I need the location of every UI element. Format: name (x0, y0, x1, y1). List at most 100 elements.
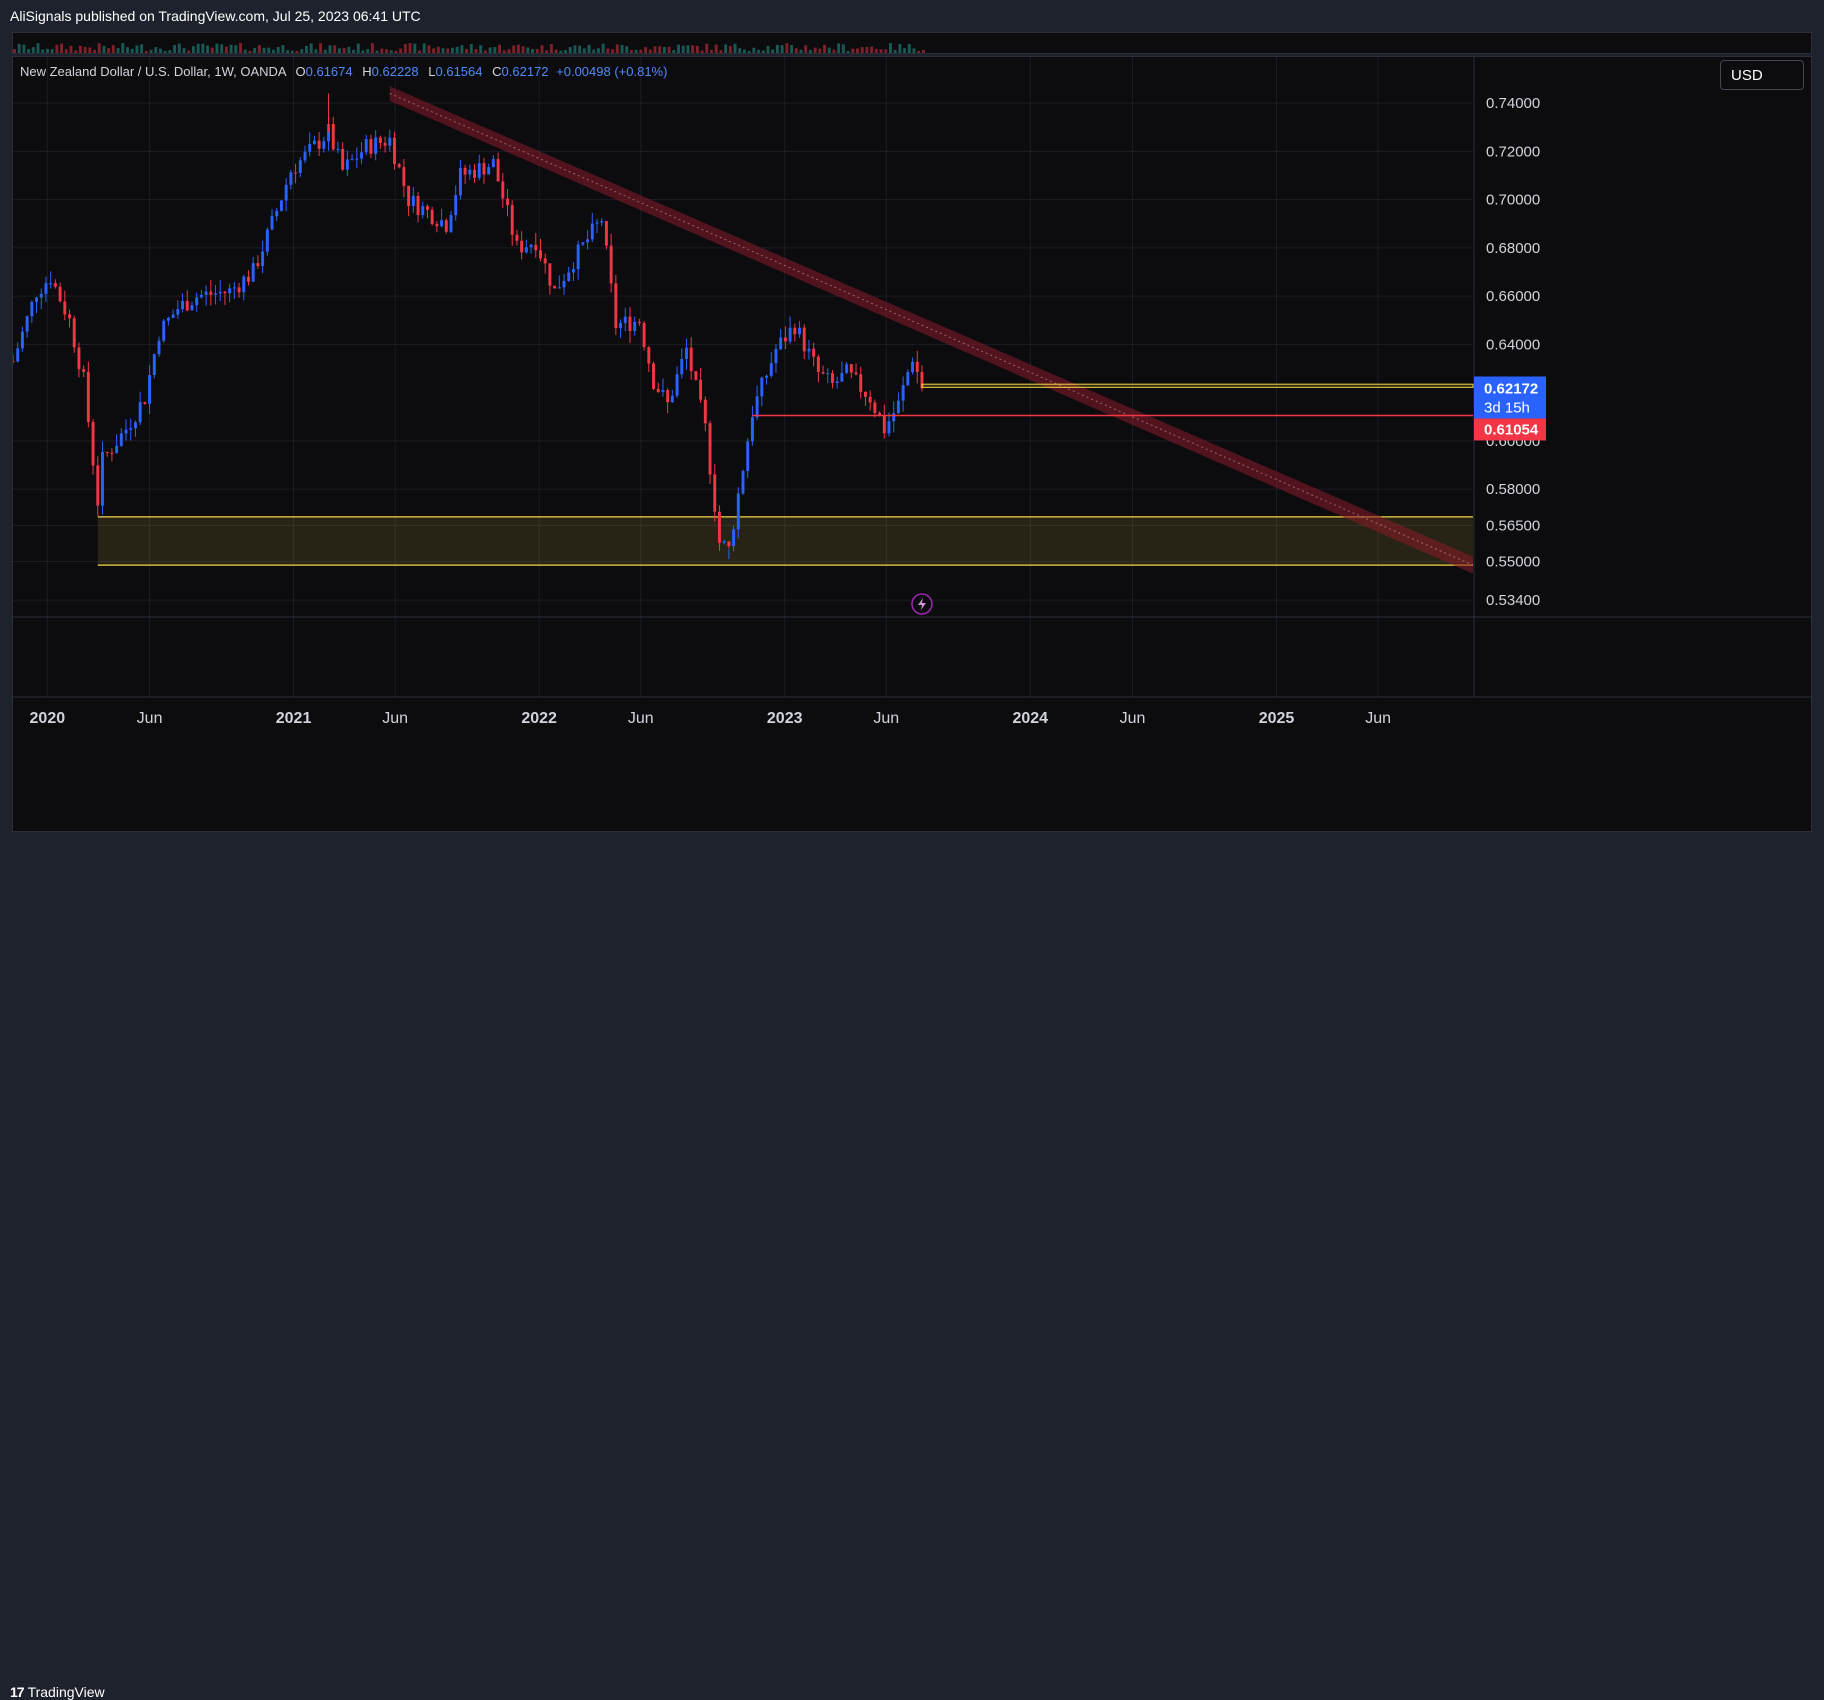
candle-body (708, 423, 712, 475)
price-chart[interactable]: 0.74000 0.72000 0.70000 0.68000 0.66000 0.640… (13, 57, 1811, 831)
candle-body (247, 276, 250, 282)
volume-bar (738, 48, 742, 53)
y-tick-label: 0.72000 (1486, 143, 1540, 160)
support-price-label-bg (1474, 418, 1546, 441)
x-tick-label: Jun (382, 710, 408, 727)
volume-bar (272, 49, 275, 53)
volume-bar (140, 44, 144, 53)
volume-bar (126, 47, 129, 53)
candle-body (162, 320, 166, 341)
volume-bar (191, 46, 195, 53)
candle-body (218, 291, 222, 294)
candle-body (727, 541, 731, 547)
candle-body (402, 167, 406, 186)
volume-bar (578, 45, 582, 53)
volume-bar (695, 45, 699, 53)
candle-body (821, 372, 825, 374)
volume-pane (12, 32, 1812, 54)
volume-bar (512, 45, 516, 53)
candle-body (520, 240, 524, 253)
currency-button[interactable]: USD (1720, 60, 1804, 90)
volume-bar (587, 44, 591, 53)
candle-body (223, 291, 227, 294)
candle-body (557, 287, 561, 289)
x-tick-label: Jun (873, 710, 899, 727)
candle-body (859, 374, 863, 392)
candle-body (863, 391, 867, 397)
volume-bar (620, 44, 624, 53)
volume-bar (521, 46, 525, 53)
candle-body (477, 163, 481, 178)
volume-bar (634, 49, 638, 53)
volume-bar (60, 43, 64, 53)
candle-body (652, 363, 655, 389)
candle-body (463, 167, 467, 175)
candle-body (44, 283, 48, 294)
volume-bar (677, 44, 680, 53)
volume-bar (323, 49, 327, 53)
volume-bar (361, 50, 365, 53)
volume-bar (554, 49, 558, 53)
volume-bar (389, 50, 393, 53)
candle-body (25, 316, 29, 332)
volume-bar (441, 48, 445, 53)
descending-channel (389, 86, 1474, 574)
volume-bar (846, 50, 850, 53)
candle-body (524, 247, 528, 253)
x-tick-label: 2022 (521, 710, 557, 727)
candle-body (119, 433, 123, 446)
chart-pane[interactable]: 0.74000 0.72000 0.70000 0.68000 0.66000 0.640… (12, 56, 1812, 832)
candle-body (689, 347, 693, 372)
volume-bar (889, 43, 892, 53)
candle-body (331, 123, 335, 150)
volume-bar (856, 48, 859, 53)
candle-body (82, 369, 86, 372)
candle-body (802, 327, 806, 352)
candle-body (614, 283, 618, 329)
candle-body (421, 206, 425, 215)
candle-body (896, 400, 900, 414)
channel-midline (389, 93, 1474, 566)
volume-bar (370, 43, 374, 53)
x-tick-label: Jun (137, 710, 163, 727)
volume-bar (658, 46, 662, 53)
candle-body (181, 300, 185, 310)
candle-body (256, 263, 260, 267)
candle-body (77, 347, 81, 370)
volume-bar (601, 43, 605, 53)
x-tick-label: 2021 (276, 710, 312, 727)
candle-body (765, 375, 769, 378)
candle-body (543, 258, 547, 264)
volume-bar (615, 44, 619, 53)
candle-body (289, 172, 293, 185)
candle-body (642, 322, 646, 348)
volume-bar (903, 48, 907, 53)
candle-body (534, 244, 538, 251)
candle-body (30, 301, 34, 317)
x-tick-label: 2023 (767, 710, 803, 727)
candle-body (133, 422, 137, 429)
volume-bar (460, 45, 464, 53)
volume-bar (907, 44, 911, 53)
candle-body (237, 287, 241, 293)
candle-body (717, 511, 721, 543)
volume-bar (97, 43, 101, 53)
volume-bar (375, 50, 379, 53)
volume-bar (799, 49, 803, 53)
candle-body (49, 283, 53, 285)
tradingview-logo[interactable]: 17 TradingView (10, 1684, 105, 1700)
volume-bar (451, 47, 454, 53)
candle-body (816, 356, 820, 373)
candle-body (317, 140, 321, 149)
symbol-legend: New Zealand Dollar / U.S. Dollar, 1W, OA… (20, 64, 667, 79)
candle-body (454, 195, 458, 216)
volume-bar (50, 49, 54, 53)
candle-body (265, 229, 269, 252)
candle-body (411, 195, 415, 207)
volume-bar (224, 46, 228, 53)
volume-bar (248, 50, 252, 53)
volume-bar (422, 43, 426, 53)
volume-bar (794, 48, 798, 53)
volume-bar (898, 43, 902, 53)
volume-bar (832, 49, 836, 53)
